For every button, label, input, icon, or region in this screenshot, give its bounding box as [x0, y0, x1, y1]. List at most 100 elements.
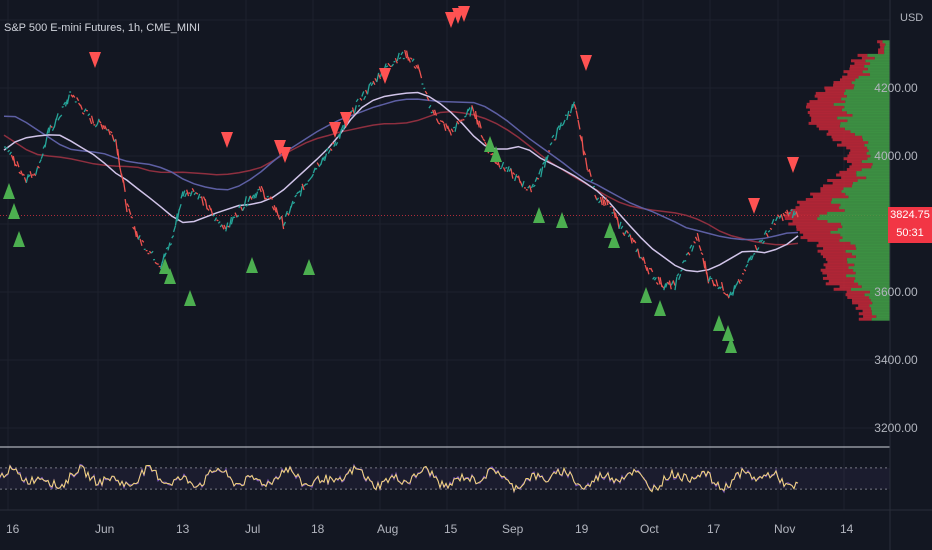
volume-profile-bar	[871, 312, 890, 316]
volume-profile-bar	[836, 173, 857, 177]
price-segment	[104, 125, 108, 130]
time-label: 16	[6, 522, 20, 536]
price-segment	[754, 244, 758, 251]
time-label: 13	[176, 522, 190, 536]
price-segment	[413, 66, 417, 69]
price-segment	[180, 191, 184, 199]
price-segment	[569, 103, 574, 114]
price-segment	[674, 276, 678, 291]
price-segment	[473, 112, 477, 120]
price-segment	[471, 105, 475, 112]
price-segment	[445, 123, 449, 129]
price-segment	[115, 139, 119, 156]
price-label: 3400.00	[874, 353, 918, 367]
price-segment	[639, 256, 642, 259]
volume-profile-bar	[822, 276, 856, 280]
volume-profile-bar	[839, 238, 890, 242]
price-segment	[476, 119, 480, 128]
price-segment	[249, 195, 253, 200]
buy-signal-marker	[246, 257, 258, 273]
price-segment	[7, 149, 11, 153]
buy-signal-marker	[608, 232, 620, 248]
volume-profile-bar	[880, 45, 885, 49]
volume-profile-bar	[827, 260, 848, 264]
price-segment	[566, 110, 570, 121]
volume-profile-bar	[790, 208, 845, 212]
price-segment	[765, 232, 769, 238]
price-segment	[644, 264, 648, 271]
price-segment	[551, 134, 555, 139]
volume-profile-bar	[826, 274, 847, 278]
price-segment	[298, 190, 301, 194]
price-segment	[596, 197, 600, 201]
price-segment	[745, 263, 749, 268]
price-segment	[225, 222, 229, 232]
price-segment	[59, 114, 63, 118]
price-segment	[776, 214, 780, 218]
price-segment	[85, 109, 89, 112]
volume-profile-bar	[812, 195, 849, 199]
volume-profile-bar	[864, 143, 890, 147]
volume-profile-bar	[803, 233, 841, 237]
price-segment	[659, 277, 663, 288]
volume-profile-bar	[849, 151, 867, 155]
price-segment	[320, 157, 324, 165]
rsi-panel	[0, 463, 890, 494]
price-segment	[44, 137, 48, 148]
volume-profile-bar	[855, 306, 872, 310]
volume-profile-bar	[849, 165, 872, 169]
volume-profile-bar	[866, 176, 890, 180]
volume-profile-bar	[882, 40, 890, 44]
volume-profile-bar	[845, 293, 865, 297]
volume-profile-bar	[825, 266, 849, 270]
price-segment	[581, 136, 585, 156]
price-segment	[514, 174, 518, 182]
volume-profile-bar	[850, 130, 890, 134]
price-segment	[284, 210, 288, 217]
price-segment	[55, 113, 59, 121]
price-segment	[627, 233, 631, 238]
volume-profile-bar	[818, 127, 845, 131]
volume-profile-bar	[840, 233, 890, 237]
volume-profile-bar	[857, 178, 890, 182]
price-segment	[176, 209, 180, 222]
price-segment	[788, 211, 792, 215]
price-segment	[512, 172, 516, 176]
volume-profile-bar	[825, 282, 859, 286]
volume-profile-bar	[872, 162, 890, 166]
price-segment	[464, 115, 467, 118]
price-segment	[762, 240, 765, 244]
volume-profile-bar	[830, 230, 890, 234]
volume-profile-bar	[797, 200, 832, 204]
volume-profile-bar	[850, 241, 890, 245]
volume-profile-bar	[839, 170, 857, 174]
volume-profile-bar	[854, 83, 890, 87]
price-segment	[732, 285, 736, 296]
price-label: 3200.00	[874, 421, 918, 435]
volume-profile-bar	[808, 121, 841, 125]
volume-profile-bar	[871, 317, 890, 321]
price-segment	[773, 223, 776, 226]
volume-profile-bar	[817, 97, 842, 101]
price-segment	[12, 155, 16, 167]
price-segment	[458, 119, 462, 123]
volume-profile-bar	[877, 40, 883, 44]
buy-signal-marker	[184, 290, 196, 306]
volume-profile-bar	[856, 173, 890, 177]
volume-profile-bar	[872, 301, 890, 305]
sell-signal-marker	[445, 12, 457, 28]
price-segment	[214, 217, 218, 222]
volume-profile-bar	[848, 266, 890, 270]
price-segment	[650, 267, 654, 273]
volume-profile-bar	[831, 135, 863, 139]
price-segment	[720, 281, 725, 291]
price-segment	[562, 119, 566, 126]
price-segment	[726, 293, 730, 299]
volume-profile-bar	[870, 62, 890, 66]
price-segment	[618, 221, 622, 229]
price-segment	[89, 117, 93, 125]
volume-profile-bar	[869, 295, 890, 299]
volume-profile-bar	[846, 110, 890, 114]
